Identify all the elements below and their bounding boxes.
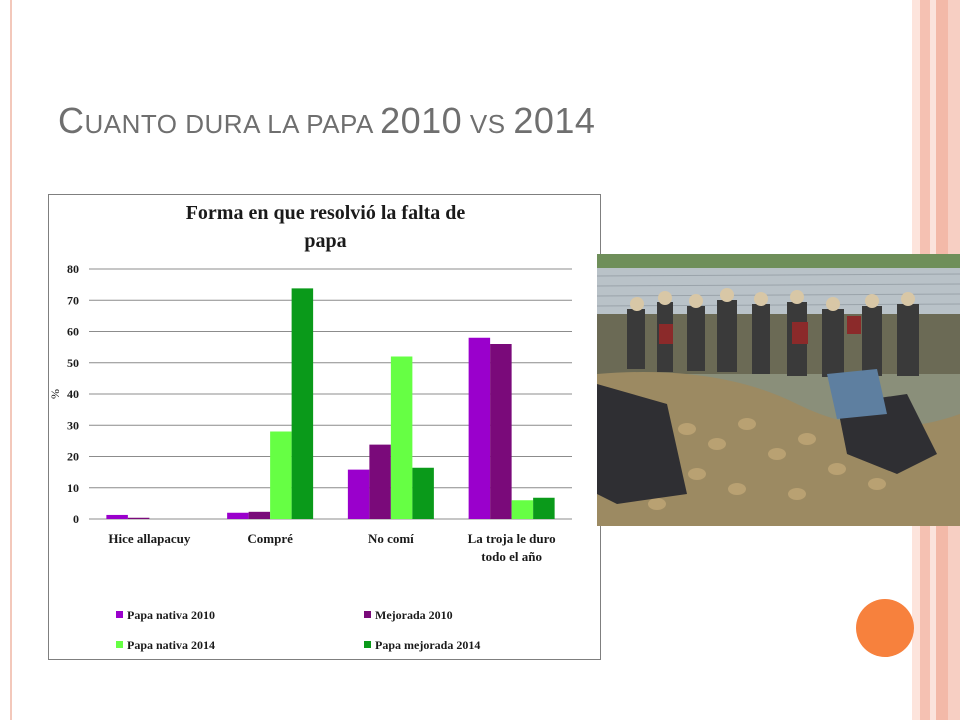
legend-swatch bbox=[116, 611, 123, 618]
y-tick-label: 60 bbox=[67, 325, 79, 339]
y-axis-label: % bbox=[49, 389, 62, 399]
bar-3-1 bbox=[291, 288, 314, 519]
bar-0-1 bbox=[227, 512, 249, 519]
legend-label: Papa mejorada 2014 bbox=[375, 638, 480, 652]
y-tick-label: 50 bbox=[67, 356, 79, 370]
y-tick-label: 20 bbox=[67, 450, 79, 464]
slide-title-part: C bbox=[58, 100, 85, 141]
slide-title-part: UANTO DURA LA PAPA bbox=[84, 109, 381, 139]
bar-chart: 0 10 20 30 40 50 60 70 80% Hice allapacuy Compré No… bbox=[49, 262, 572, 652]
y-tick-label: 80 bbox=[67, 262, 79, 276]
bar-0-2 bbox=[347, 469, 370, 519]
slide-title-text: CUANTO DURA LA PAPA 2010 VS 2014 bbox=[58, 100, 595, 141]
legend-swatch bbox=[364, 611, 371, 618]
bar-2-2 bbox=[390, 356, 413, 519]
y-tick-label: 30 bbox=[67, 418, 79, 432]
bar-0-0 bbox=[106, 514, 128, 519]
x-tick-label: Compré bbox=[247, 531, 293, 546]
chart-title: Forma en que resolvió la falta de papa bbox=[49, 195, 602, 255]
y-tick-label: 70 bbox=[67, 293, 79, 307]
legend-swatch bbox=[116, 641, 123, 648]
bar-1-0 bbox=[127, 517, 150, 519]
x-tick-label: todo el año bbox=[481, 549, 542, 564]
bar-0-3 bbox=[468, 337, 491, 519]
bar-3-2 bbox=[412, 467, 434, 519]
bar-1-1 bbox=[248, 511, 271, 519]
harvest-photo bbox=[597, 254, 960, 526]
slide-title-part: VS bbox=[462, 109, 514, 139]
bar-2-1 bbox=[270, 431, 292, 519]
legend-swatch bbox=[364, 641, 371, 648]
slide-title-part: 2010 bbox=[380, 100, 463, 141]
legend-label: Papa nativa 2010 bbox=[127, 608, 215, 622]
y-tick-label: 0 bbox=[73, 512, 79, 526]
photo-icon bbox=[597, 254, 960, 526]
y-tick-label: 10 bbox=[67, 481, 79, 495]
x-tick-label: No comí bbox=[368, 531, 414, 546]
bar-1-2 bbox=[369, 444, 391, 519]
chart-title-line-2: papa bbox=[304, 230, 347, 252]
bar-3-3 bbox=[533, 497, 555, 519]
chart-frame: Forma en que resolvió la falta de papa 0… bbox=[48, 194, 601, 660]
slide-title-part: 2014 bbox=[513, 100, 596, 141]
legend-label: Mejorada 2010 bbox=[375, 608, 453, 622]
legend-label: Papa nativa 2014 bbox=[127, 638, 215, 652]
decor-orange-circle bbox=[856, 599, 914, 657]
slide-title: CUANTO DURA LA PAPA 2010 VS 2014 bbox=[58, 100, 595, 142]
bar-1-3 bbox=[490, 344, 512, 519]
x-tick-label: Hice allapacuy bbox=[108, 531, 190, 546]
chart-title-line-1: Forma en que resolvió la falta de bbox=[185, 202, 466, 224]
bar-2-3 bbox=[511, 500, 534, 519]
y-tick-label: 40 bbox=[67, 387, 79, 401]
decor-left-line bbox=[10, 0, 12, 720]
x-tick-label: La troja le duro bbox=[468, 531, 556, 546]
